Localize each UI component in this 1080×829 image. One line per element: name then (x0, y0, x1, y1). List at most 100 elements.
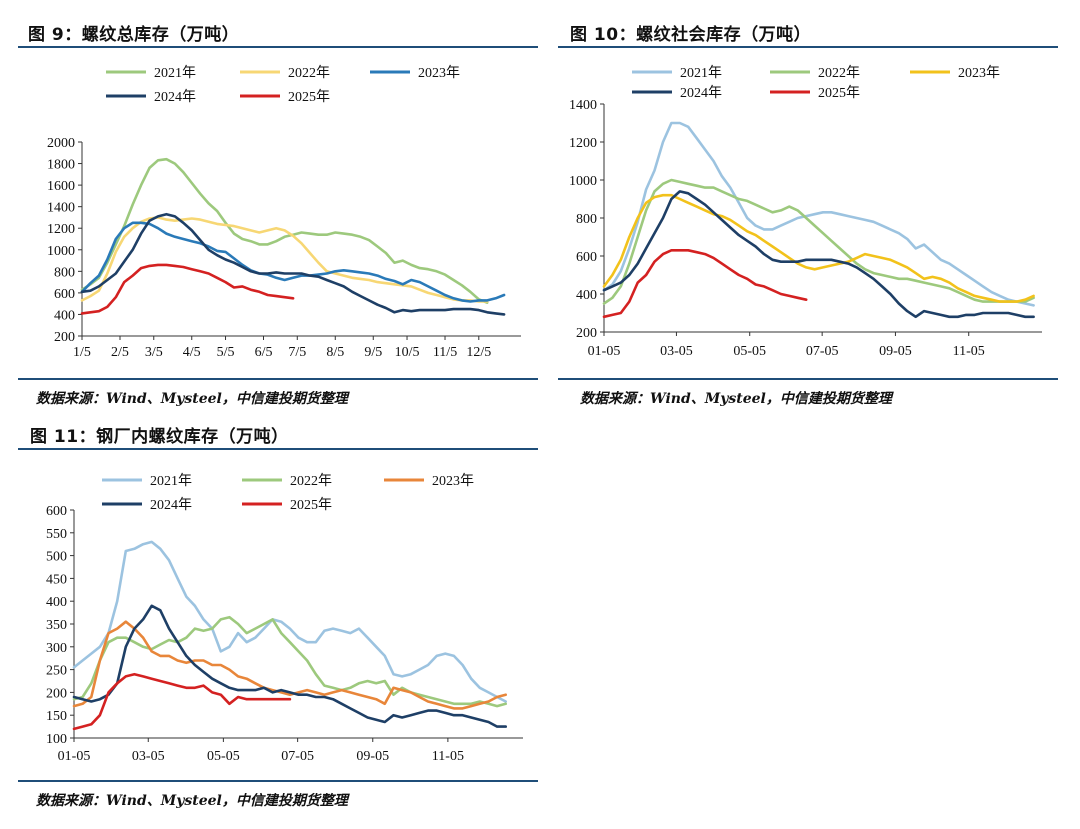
fig10-x-tick-label: 01-05 (588, 344, 621, 359)
fig11-y-tick-label: 150 (46, 709, 67, 724)
fig9-legend-label-2021: 2021年 (154, 65, 196, 81)
figure-9-source: 数据来源：Wind、Mysteel，中信建投期货整理 (36, 391, 348, 407)
fig9-y-tick-label: 200 (54, 330, 75, 345)
fig11-series-2021-line (72, 540, 507, 703)
fig9-x-tick-label: 9/5 (364, 345, 382, 360)
fig10-series-2025-line (602, 249, 808, 319)
figure-11-chart: 100 150 200 250 300 350 400 450 500 550 600 01-05 03… (46, 473, 523, 764)
fig9-x-tick-label: 1/5 (73, 345, 91, 360)
fig11-y-tick-label: 100 (46, 732, 67, 747)
figure-10-top-rule (558, 46, 1058, 48)
fig10-legend-label-2022: 2022年 (818, 65, 860, 81)
fig9-y-tick-label: 1200 (47, 222, 75, 237)
fig11-x-tick-label: 11-05 (432, 749, 464, 764)
fig11-series-2023-line (72, 620, 507, 710)
figure-11: 图 11：钢厂内螺纹库存（万吨） 100 150 200 250 300 350 400 45… (18, 416, 538, 824)
fig10-y-tick-label: 200 (576, 326, 597, 341)
figure-9-chart: 200 400 600 800 1000 1200 1400 1600 1800 2000 1/5 2… (47, 65, 521, 360)
fig11-y-tick-label: 250 (46, 664, 67, 679)
fig11-x-tick-label: 07-05 (281, 749, 314, 764)
figure-9-bottom-rule (18, 378, 538, 380)
fig10-series-2024-line (602, 190, 1035, 319)
fig11-x-tick-label: 05-05 (207, 749, 240, 764)
fig9-x-tick-label: 7/5 (288, 345, 306, 360)
fig11-y-tick-label: 400 (46, 595, 67, 610)
fig11-legend-label-2022: 2022年 (290, 473, 332, 489)
fig9-y-tick-label: 1600 (47, 179, 75, 194)
fig11-series-2024-line (72, 604, 507, 728)
fig9-legend-label-2023: 2023年 (418, 65, 460, 81)
fig9-x-tick-label: 11/5 (433, 345, 457, 360)
fig10-legend-label-2023: 2023年 (958, 65, 1000, 81)
fig10-x-tick-label: 07-05 (806, 344, 839, 359)
figure-10: 图 10：螺纹社会库存（万吨） 200 400 600 800 1000 1200 1400… (558, 14, 1058, 414)
fig10-legend-label-2025: 2025年 (818, 85, 860, 101)
fig9-y-tick-label: 1800 (47, 158, 75, 173)
fig10-x-tick-label: 05-05 (733, 344, 766, 359)
fig11-y-tick-label: 550 (46, 527, 67, 542)
fig11-x-tick-label: 03-05 (132, 749, 165, 764)
fig9-legend-label-2025: 2025年 (288, 89, 330, 105)
fig11-legend-label-2024: 2024年 (150, 497, 192, 513)
figure-11-source: 数据来源：Wind、Mysteel，中信建投期货整理 (36, 793, 348, 809)
fig9-y-tick-label: 1000 (47, 244, 75, 259)
figure-9-title: 图 9：螺纹总库存（万吨） (28, 25, 240, 45)
fig10-y-tick-label: 1000 (569, 174, 597, 189)
fig10-y-tick-label: 1400 (569, 98, 597, 113)
figure-10-source: 数据来源：Wind、Mysteel，中信建投期货整理 (580, 391, 892, 407)
fig9-x-tick-label: 10/5 (395, 345, 420, 360)
fig11-series-2025-line (72, 672, 292, 731)
fig11-legend-label-2025: 2025年 (290, 497, 332, 513)
fig11-y-tick-label: 200 (46, 686, 67, 701)
fig11-x-tick-label: 01-05 (58, 749, 91, 764)
fig10-y-tick-label: 600 (576, 250, 597, 265)
fig11-y-tick-label: 500 (46, 550, 67, 565)
fig9-y-tick-label: 400 (54, 308, 75, 323)
fig9-x-tick-label: 12/5 (466, 345, 491, 360)
fig9-x-tick-label: 8/5 (326, 345, 344, 360)
fig9-x-tick-label: 4/5 (183, 345, 201, 360)
figure-9-top-rule (18, 46, 538, 48)
fig9-y-tick-label: 800 (54, 265, 75, 280)
fig10-series-2021-line (602, 121, 1035, 307)
fig9-y-tick-label: 2000 (47, 136, 75, 151)
fig10-legend-label-2021: 2021年 (680, 65, 722, 81)
fig9-x-tick-label: 2/5 (111, 345, 129, 360)
fig11-y-tick-label: 450 (46, 572, 67, 587)
fig10-legend-label-2024: 2024年 (680, 85, 722, 101)
fig9-x-tick-label: 5/5 (217, 345, 235, 360)
fig10-y-tick-label: 400 (576, 288, 597, 303)
fig9-y-tick-label: 1400 (47, 201, 75, 216)
figure-11-title: 图 11：钢厂内螺纹库存（万吨） (30, 427, 289, 447)
fig9-series-2024-line (80, 212, 506, 316)
fig10-series-2022-line (602, 178, 1035, 305)
fig11-y-tick-label: 600 (46, 504, 67, 519)
figure-11-bottom-rule (18, 780, 538, 782)
fig9-series-2021-line (80, 157, 489, 304)
fig9-legend-label-2024: 2024年 (154, 89, 196, 105)
figure-11-top-rule (18, 448, 538, 450)
fig9-series-2025-line (80, 263, 295, 315)
figure-10-title: 图 10：螺纹社会库存（万吨） (570, 25, 812, 45)
fig10-x-tick-label: 11-05 (953, 344, 985, 359)
figure-10-chart: 200 400 600 800 1000 1200 1400 01-05 03-05 05-05 0… (569, 65, 1042, 359)
fig10-y-tick-label: 1200 (569, 136, 597, 151)
fig10-x-tick-label: 09-05 (879, 344, 912, 359)
fig11-x-tick-label: 09-05 (356, 749, 389, 764)
fig9-series-2023-line (80, 221, 506, 303)
fig11-series-2022-line (72, 615, 507, 708)
fig11-legend-label-2021: 2021年 (150, 473, 192, 489)
fig11-y-tick-label: 350 (46, 618, 67, 633)
fig9-x-tick-label: 3/5 (145, 345, 163, 360)
figure-9: 图 9：螺纹总库存（万吨） 200 400 600 800 1000 1200 1400 16… (18, 14, 538, 414)
fig10-series-2023-line (602, 193, 1035, 303)
fig9-x-tick-label: 6/5 (255, 345, 273, 360)
fig9-y-tick-label: 600 (54, 287, 75, 302)
fig10-y-tick-label: 800 (576, 212, 597, 227)
fig11-legend-label-2023: 2023年 (432, 473, 474, 489)
figure-10-bottom-rule (558, 378, 1058, 380)
fig11-y-tick-label: 300 (46, 641, 67, 656)
fig10-x-tick-label: 03-05 (660, 344, 693, 359)
fig9-series-2022-line (80, 216, 489, 303)
fig9-legend-label-2022: 2022年 (288, 65, 330, 81)
